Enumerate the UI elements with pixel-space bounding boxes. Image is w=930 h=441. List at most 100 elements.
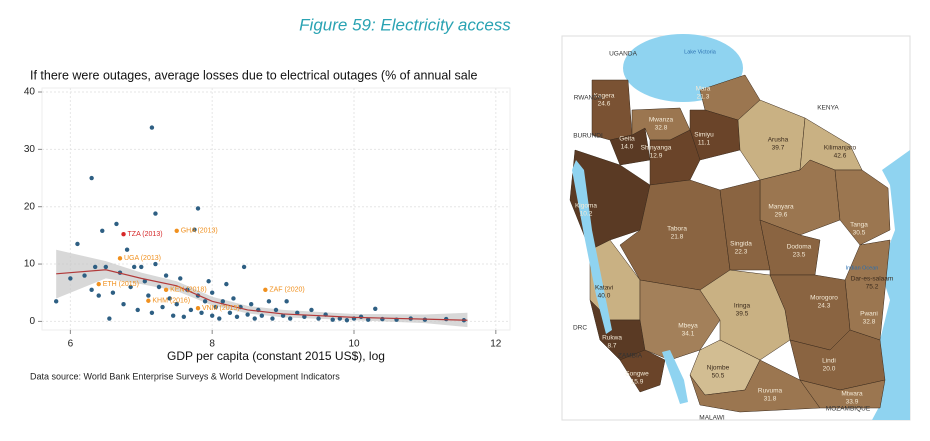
region-value: 24.3 xyxy=(818,303,831,310)
point xyxy=(82,273,87,278)
y-tick-label: 40 xyxy=(24,87,36,98)
region xyxy=(834,169,891,246)
region-value: 34.1 xyxy=(682,331,695,338)
point xyxy=(110,290,116,295)
ocean xyxy=(872,150,910,420)
point xyxy=(373,306,378,311)
water-label: Lake Victoria xyxy=(684,49,717,55)
point xyxy=(167,296,172,301)
point-label: GHA (2013) xyxy=(181,228,218,235)
point xyxy=(337,316,343,321)
point xyxy=(227,310,233,315)
country-label: ZAMBIA xyxy=(618,353,643,360)
point xyxy=(252,316,257,321)
lake-nyasa xyxy=(662,350,688,404)
point xyxy=(224,281,229,287)
point-label: KHM (2016) xyxy=(152,298,190,305)
country-label: BURUNDI xyxy=(573,133,603,140)
region-name: Pwani xyxy=(860,311,878,318)
region-value: 12.9 xyxy=(650,153,663,160)
point xyxy=(209,290,215,295)
region-value: 42.6 xyxy=(834,153,847,160)
region-value: 33.9 xyxy=(846,399,859,406)
labeled-point xyxy=(146,298,151,303)
point xyxy=(287,316,293,321)
region-name: Shinyanga xyxy=(641,145,672,152)
x-tick-label: 8 xyxy=(209,339,215,350)
labeled-point xyxy=(163,287,169,293)
point xyxy=(234,314,240,320)
labeled-point xyxy=(195,306,201,311)
point xyxy=(53,299,59,304)
labeled-point xyxy=(117,256,123,261)
point xyxy=(160,304,165,310)
point xyxy=(135,307,140,313)
x-tick-label: 12 xyxy=(490,339,502,350)
region-name: Tanga xyxy=(850,222,868,229)
region-name: Rukwa xyxy=(602,335,622,342)
point-label: KEN (2018) xyxy=(170,287,207,294)
point xyxy=(259,313,265,318)
x-tick-label: 6 xyxy=(68,339,74,350)
water-label: Indian Ocean xyxy=(846,265,879,271)
point xyxy=(195,206,201,211)
point xyxy=(248,301,254,307)
region-value: 29.6 xyxy=(775,212,788,219)
point xyxy=(302,314,307,320)
region-name: Arusha xyxy=(768,137,789,144)
country-label: MALAWI xyxy=(699,415,725,422)
point xyxy=(316,316,321,321)
region-value: 15.9 xyxy=(631,379,644,386)
point xyxy=(199,310,204,315)
region-name: Songwe xyxy=(625,371,649,378)
region xyxy=(619,349,666,393)
region-value: 20.0 xyxy=(823,366,836,373)
figure-title: Figure 59: Electricity access xyxy=(299,15,511,34)
region-value: 31.8 xyxy=(764,396,777,403)
point xyxy=(241,264,247,270)
region-value: 21.8 xyxy=(671,234,684,241)
point xyxy=(68,276,73,281)
region-value: 22.3 xyxy=(735,249,748,256)
point xyxy=(121,301,126,307)
country-label: DRC xyxy=(573,325,587,332)
region-value: 32.8 xyxy=(863,319,876,326)
point xyxy=(181,314,187,320)
region-value: 11.1 xyxy=(698,140,711,147)
country-label: RWANDA xyxy=(574,95,603,102)
region xyxy=(609,127,651,166)
region-value: 30.5 xyxy=(853,230,866,237)
point xyxy=(213,304,218,310)
point xyxy=(100,228,105,233)
region-name: Tabora xyxy=(667,226,687,233)
region-name: Simiyu xyxy=(694,132,714,139)
region-name: Katavi xyxy=(595,285,613,292)
region-name: Lindi xyxy=(822,358,836,365)
point xyxy=(270,316,275,321)
region xyxy=(649,129,701,186)
map: Kagera24.6Geita14.0Mwanza32.8Mara21.3Sim… xyxy=(561,34,911,422)
scatter-chart: If there were outages, average losses du… xyxy=(24,68,511,381)
x-tick-label: 10 xyxy=(348,339,360,350)
point xyxy=(245,312,250,317)
point xyxy=(89,175,94,181)
point xyxy=(163,273,169,278)
point xyxy=(89,287,94,293)
region-name: Dar-es-salaam xyxy=(851,276,894,283)
lake-victoria xyxy=(623,34,743,102)
region-name: Njombe xyxy=(707,365,730,372)
y-tick-label: 0 xyxy=(29,316,35,327)
region xyxy=(799,379,886,409)
country-label: KENYA xyxy=(817,105,839,112)
point xyxy=(192,227,197,232)
region-name: Iringa xyxy=(734,303,751,310)
source-note: Data source: World Bank Enterprise Surve… xyxy=(30,371,340,381)
x-axis-label: GDP per capita (constant 2015 US$), log xyxy=(167,349,385,363)
region-value: 50.5 xyxy=(712,373,725,380)
point xyxy=(220,299,226,304)
region-value: 75.2 xyxy=(866,284,879,291)
point xyxy=(358,314,364,320)
point xyxy=(153,261,158,267)
point xyxy=(142,279,148,284)
